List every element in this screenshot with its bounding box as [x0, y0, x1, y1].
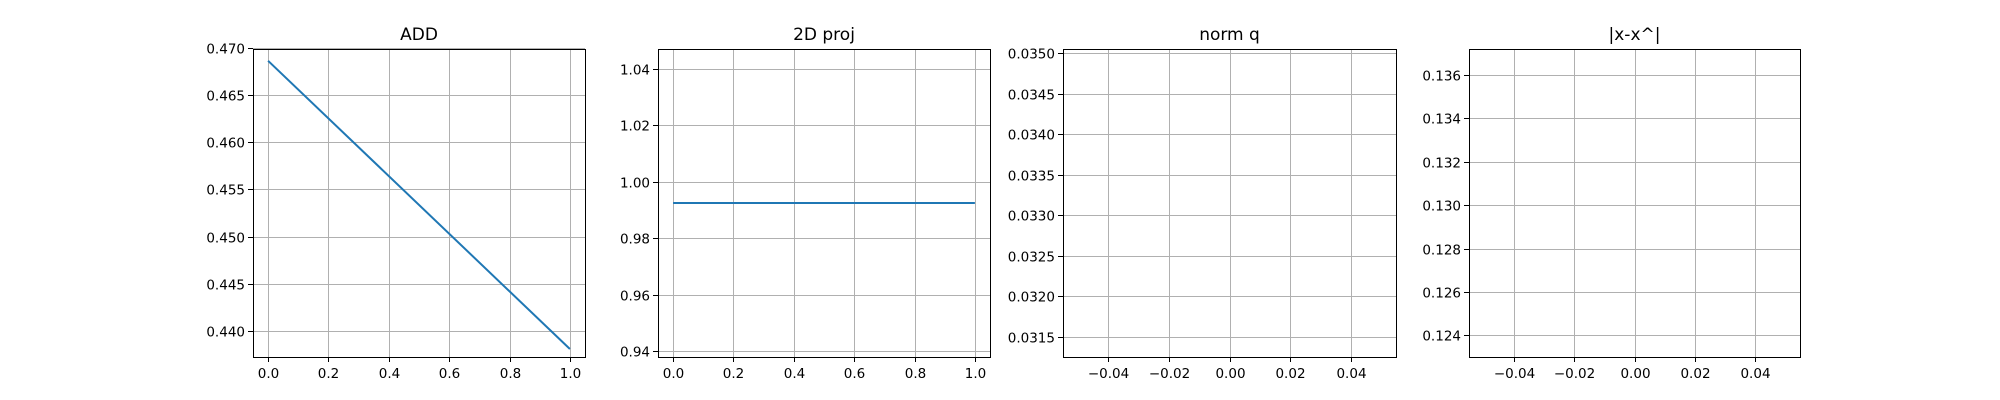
x-tick-label: 1.0: [965, 366, 986, 382]
y-tick-label: 0.128: [1422, 243, 1461, 259]
y-tick-label: 0.136: [1422, 69, 1461, 85]
x-tick-label: 0.4: [784, 366, 805, 382]
y-tick-label: 0.0345: [1008, 88, 1055, 104]
tick-labels: 0.0 0.2 0.4 0.6 0.8 1.0 0.94 0.96 0.98 1.00 1.02 1.…: [620, 63, 986, 383]
series-line: [267, 60, 571, 350]
panel-title: ADD: [400, 25, 438, 45]
x-tick-label: −0.02: [1554, 366, 1595, 382]
y-tick-label: 0.0315: [1008, 331, 1055, 347]
x-tick-label: 0.02: [1275, 366, 1305, 382]
panel-2d-proj: 2D proj 0.0 0.2 0.4 0.6 0.8 1.0 0.94 0.96 0.98 1.…: [620, 25, 991, 382]
y-tick-label: 0.445: [206, 278, 245, 294]
y-tick-label: 0.94: [620, 345, 650, 361]
x-tick-label: 0.4: [379, 366, 400, 382]
ticks: [248, 48, 571, 362]
y-tick-label: 0.98: [620, 232, 650, 248]
y-tick-label: 0.0335: [1008, 169, 1055, 185]
x-tick-label: −0.04: [1088, 366, 1129, 382]
x-tick-label: 0.2: [723, 366, 744, 382]
y-tick-label: 1.04: [620, 63, 650, 79]
y-tick-label: 0.470: [206, 42, 245, 58]
x-tick-label: 0.00: [1215, 366, 1245, 382]
panel-title: 2D proj: [793, 25, 855, 45]
axes-frame: [1063, 49, 1397, 358]
axes-frame: [1469, 49, 1801, 358]
y-tick-label: 0.460: [206, 136, 245, 152]
y-tick-label: 1.02: [620, 119, 650, 135]
axes-frame: [253, 49, 586, 358]
x-tick-label: 1.0: [560, 366, 581, 382]
x-tick-label: 0.2: [318, 366, 339, 382]
y-tick-label: 0.465: [206, 89, 245, 105]
y-tick-label: 0.126: [1422, 286, 1461, 302]
tick-labels: 0.0 0.2 0.4 0.6 0.8 1.0 0.440 0.445 0.450 0.455 0.…: [206, 42, 581, 383]
y-tick-label: 0.0320: [1008, 290, 1055, 306]
y-tick-label: 0.0340: [1008, 128, 1055, 144]
x-tick-label: 0.8: [905, 366, 926, 382]
x-tick-label: 0.6: [439, 366, 460, 382]
y-tick-label: 0.0350: [1008, 47, 1055, 63]
tick-labels: −0.04 −0.02 0.00 0.02 0.04 0.124 0.126 0.128 0.1…: [1422, 69, 1770, 383]
y-tick-label: 0.130: [1422, 199, 1461, 215]
panel-title: |x-x^|: [1609, 25, 1661, 45]
panel-add: ADD 0.0 0.2 0.4 0.6 0.8 1.0 0.440 0.445 0.450 0.4…: [206, 25, 586, 383]
x-tick-label: 0.00: [1620, 366, 1650, 382]
y-tick-label: 0.132: [1422, 156, 1461, 172]
x-tick-label: 0.8: [500, 366, 521, 382]
x-tick-label: 0.0: [663, 366, 684, 382]
ticks: [653, 69, 976, 362]
y-tick-label: 0.134: [1422, 112, 1461, 128]
y-tick-label: 0.450: [206, 231, 245, 247]
tick-labels: −0.04 −0.02 0.00 0.02 0.04 0.0315 0.0320 0.0325…: [1008, 47, 1367, 383]
y-tick-label: 0.440: [206, 325, 245, 341]
x-tick-label: 0.0: [258, 366, 279, 382]
y-tick-label: 1.00: [620, 176, 650, 192]
y-tick-label: 0.124: [1422, 329, 1461, 345]
y-tick-label: 0.96: [620, 289, 650, 305]
panel-norm-q: norm q −0.04 −0.02 0.00 0.02 0.04 0.0315 0.032…: [1008, 25, 1397, 382]
x-tick-label: 0.04: [1740, 366, 1770, 382]
x-tick-label: 0.6: [844, 366, 865, 382]
panel-title: norm q: [1199, 25, 1260, 45]
grid: [658, 49, 990, 357]
y-tick-label: 0.0325: [1008, 250, 1055, 266]
x-tick-label: −0.02: [1149, 366, 1190, 382]
panel-x-error: |x-x^| −0.04 −0.02 0.00 0.02 0.04 0.124 0.126 0…: [1422, 25, 1801, 383]
y-tick-label: 0.0330: [1008, 209, 1055, 225]
grid: [1469, 49, 1800, 357]
grid: [253, 48, 585, 357]
x-tick-label: −0.04: [1494, 366, 1535, 382]
axes-frame: [658, 49, 991, 358]
x-tick-label: 0.02: [1680, 366, 1710, 382]
y-tick-label: 0.455: [206, 183, 245, 199]
x-tick-label: 0.04: [1336, 366, 1366, 382]
grid: [1063, 49, 1396, 357]
